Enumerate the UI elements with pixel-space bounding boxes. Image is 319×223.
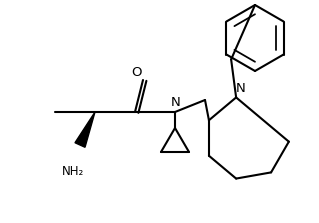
Text: N: N (171, 95, 181, 109)
Text: NH₂: NH₂ (62, 165, 84, 178)
Text: O: O (132, 66, 142, 78)
Text: N: N (235, 82, 245, 95)
Polygon shape (75, 112, 95, 147)
